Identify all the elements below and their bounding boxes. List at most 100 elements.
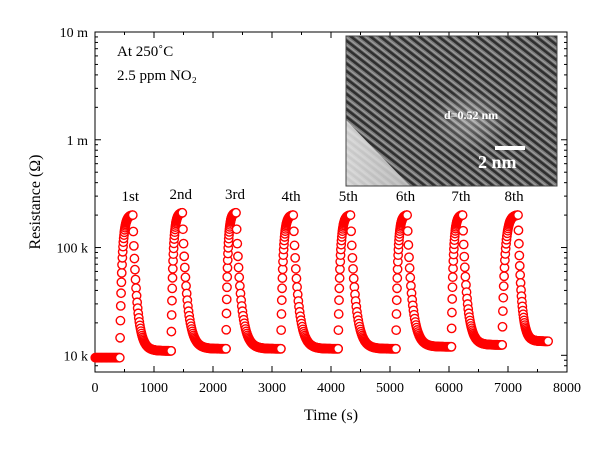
data-point [128,240,139,251]
data-point [497,306,508,317]
data-point [128,226,139,237]
data-point [391,295,402,306]
cycle-label: 5th [339,189,359,205]
data-point [392,273,403,283]
data-point [498,292,509,303]
data-point [447,307,457,318]
data-point [115,315,126,326]
data-point [221,294,232,305]
scale-bar [495,146,525,150]
data-point [402,226,413,236]
data-point [232,238,243,249]
axis-ticks: 0 1000 2000 3000 4000 5000 6000 7000 8000 10 k 100… [57,26,582,396]
data-point [179,262,190,273]
data-point [498,281,509,292]
data-point [405,272,416,283]
data-point [222,271,233,282]
data-point [333,309,344,319]
data-point [178,238,189,249]
y-tick-label: 10 m [60,26,89,41]
data-point [458,225,469,236]
data-point [180,272,191,283]
x-tick-label: 4000 [317,381,345,396]
data-point [276,295,287,306]
data-point [129,253,140,264]
x-tick-label: 3000 [258,381,286,396]
x-axis-title: Time (s) [304,407,358,424]
data-point [166,326,177,337]
data-point [221,324,232,335]
data-point [114,352,125,363]
data-point [130,274,141,285]
data-point [130,264,140,275]
data-point [346,240,357,251]
data-point [404,263,415,273]
data-point [446,323,457,334]
data-point [166,310,177,320]
data-point [458,239,469,250]
data-point [167,263,178,274]
tem-amorphous-edge [346,120,410,186]
data-series [90,207,554,363]
data-point [277,283,287,294]
data-point [233,262,244,273]
tem-inset: d=0.52 nm 2 nm [345,35,558,187]
scale-bar-label: 2 nm [478,152,517,172]
data-point [290,263,301,274]
data-point [460,271,471,282]
x-tick-label: 5000 [376,381,404,396]
x-tick-label: 8000 [553,381,581,396]
data-point [234,272,245,283]
data-point [290,252,301,263]
data-point [178,224,188,235]
cycle-label: 1st [122,189,140,205]
data-point [404,252,414,263]
data-point [346,226,357,237]
cycle-label: 7th [451,189,471,205]
data-point [127,210,138,220]
lattice-spacing-label: d=0.52 nm [444,108,498,122]
x-tick-label: 1000 [140,381,168,396]
cycle-label: 4th [281,189,301,205]
tem-inset-border [345,35,558,187]
data-point [115,332,126,343]
data-point [391,309,402,319]
data-point [277,273,288,283]
data-point [515,270,526,280]
data-point [276,309,287,319]
cycle-label: 8th [504,189,524,205]
data-point [348,273,359,284]
data-point [222,282,232,293]
data-point [334,273,345,283]
data-point [333,343,343,354]
data-point [289,240,300,251]
data-point [514,250,525,261]
data-point [167,272,178,283]
data-point [288,210,299,220]
data-point [177,207,188,218]
data-point [497,321,508,332]
cycle-labels: 1st 2nd 3rd 4th 5th 6th 7th 8th [122,187,525,205]
data-point [447,282,458,293]
y-tick-label: 10 k [64,349,89,364]
data-point [457,210,468,220]
data-point [231,207,241,218]
data-point [167,283,178,294]
data-point [167,295,177,306]
data-point [276,325,287,335]
data-point [115,301,126,311]
cycle-label: 3rd [225,187,245,203]
data-point [116,267,127,278]
data-point [513,238,524,249]
data-point [392,283,402,294]
y-axis-title: Resistance (Ω) [27,155,44,250]
tem-contrast-region [430,90,510,150]
temperature-label: At 250˚C [117,44,173,60]
x-tick-label: 0 [92,381,99,396]
data-point [390,343,401,354]
data-point [459,251,470,262]
data-point [391,325,402,335]
data-point [345,210,356,220]
x-tick-label: 6000 [435,381,463,396]
data-point [513,210,523,220]
